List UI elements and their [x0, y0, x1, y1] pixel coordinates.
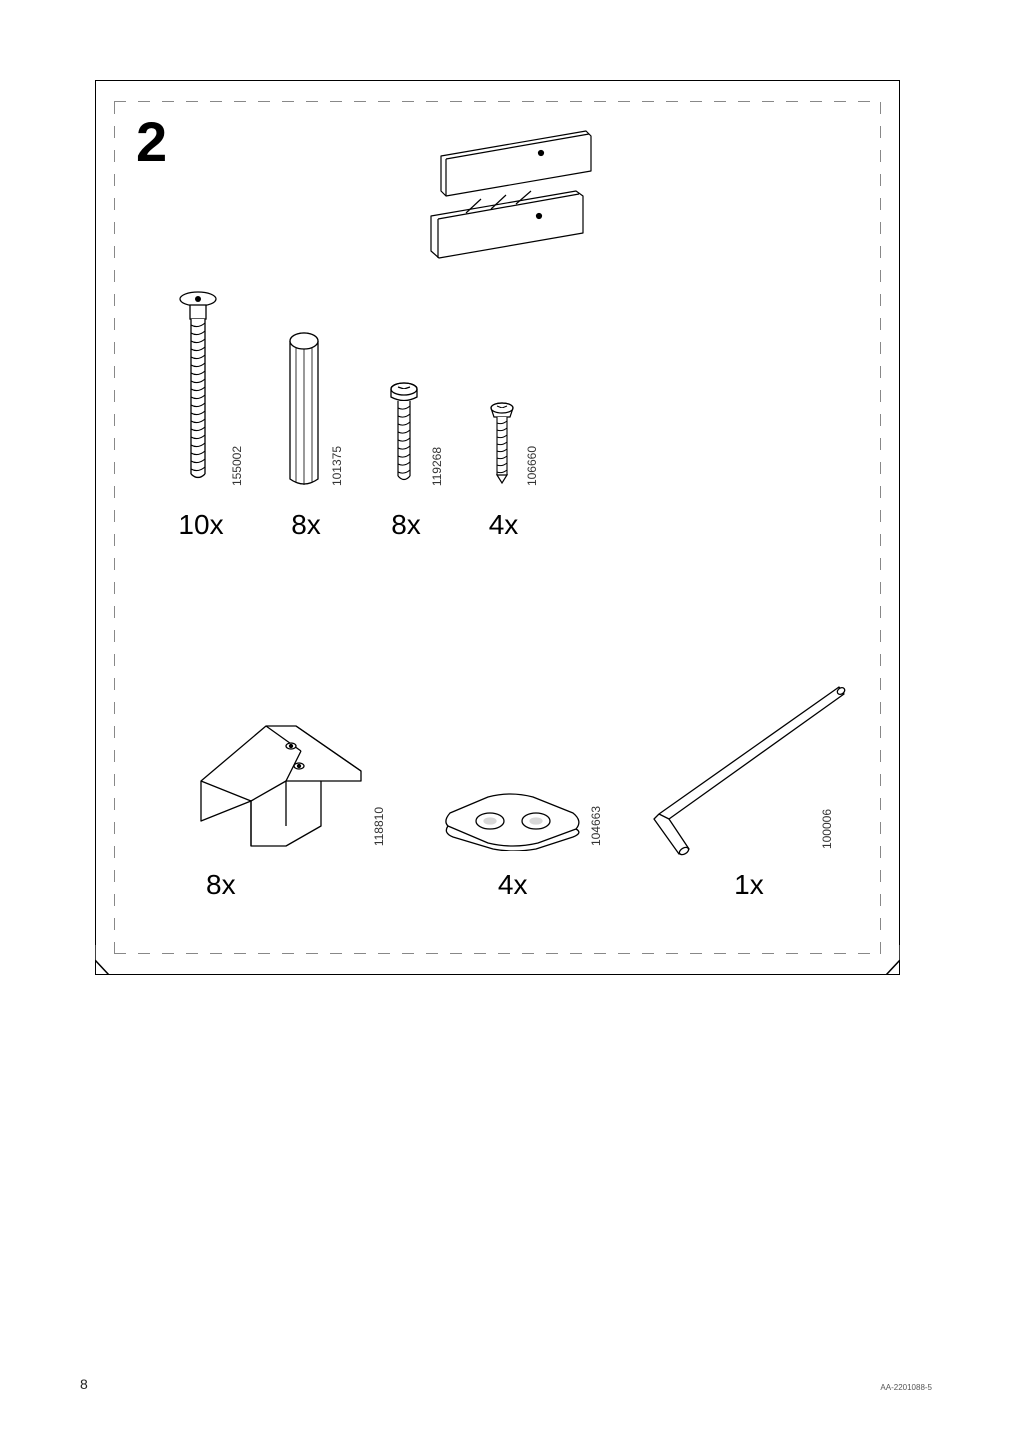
- qty-label: 4x: [498, 869, 528, 901]
- screw-medium-icon: [386, 381, 426, 491]
- screw-small-icon: [486, 401, 521, 491]
- hardware-item-155002: 155002 10x: [176, 291, 226, 541]
- hardware-item-106660: 106660 4x: [486, 401, 521, 541]
- hardware-item-100006: 100006 1x: [639, 684, 859, 901]
- page-panel: 2: [95, 80, 900, 975]
- hardware-item-119268: 119268 8x: [386, 381, 426, 541]
- part-label: 101375: [330, 446, 344, 486]
- hardware-row-2: 118810 8x 104663 4x: [176, 661, 859, 901]
- qty-label: 8x: [391, 509, 421, 541]
- qty-label: 4x: [489, 509, 519, 541]
- qty-label: 8x: [206, 869, 236, 901]
- qty-label: 8x: [291, 509, 321, 541]
- document-id: AA-2201088-5: [880, 1383, 932, 1392]
- step-number: 2: [136, 109, 167, 174]
- part-label: 106660: [525, 446, 539, 486]
- hardware-item-118810: 118810 8x: [176, 721, 387, 901]
- part-label: 118810: [372, 807, 386, 846]
- part-label: 104663: [589, 806, 603, 846]
- plate-icon: [438, 791, 588, 851]
- hardware-item-101375: 101375 8x: [286, 331, 326, 541]
- dowel-icon: [286, 331, 326, 491]
- bolt-long-icon: [176, 291, 226, 491]
- part-label: 119268: [430, 447, 444, 486]
- hardware-item-104663: 104663 4x: [427, 781, 599, 901]
- part-label: 100006: [820, 809, 834, 849]
- page-number: 8: [80, 1376, 88, 1392]
- hardware-row-1: 155002 10x 101375 8x: [176, 281, 819, 541]
- drawer-illustration: [411, 121, 631, 271]
- qty-label: 1x: [734, 869, 764, 901]
- bracket-icon: [191, 721, 371, 851]
- part-label: 155002: [230, 446, 244, 486]
- qty-label: 10x: [178, 509, 223, 541]
